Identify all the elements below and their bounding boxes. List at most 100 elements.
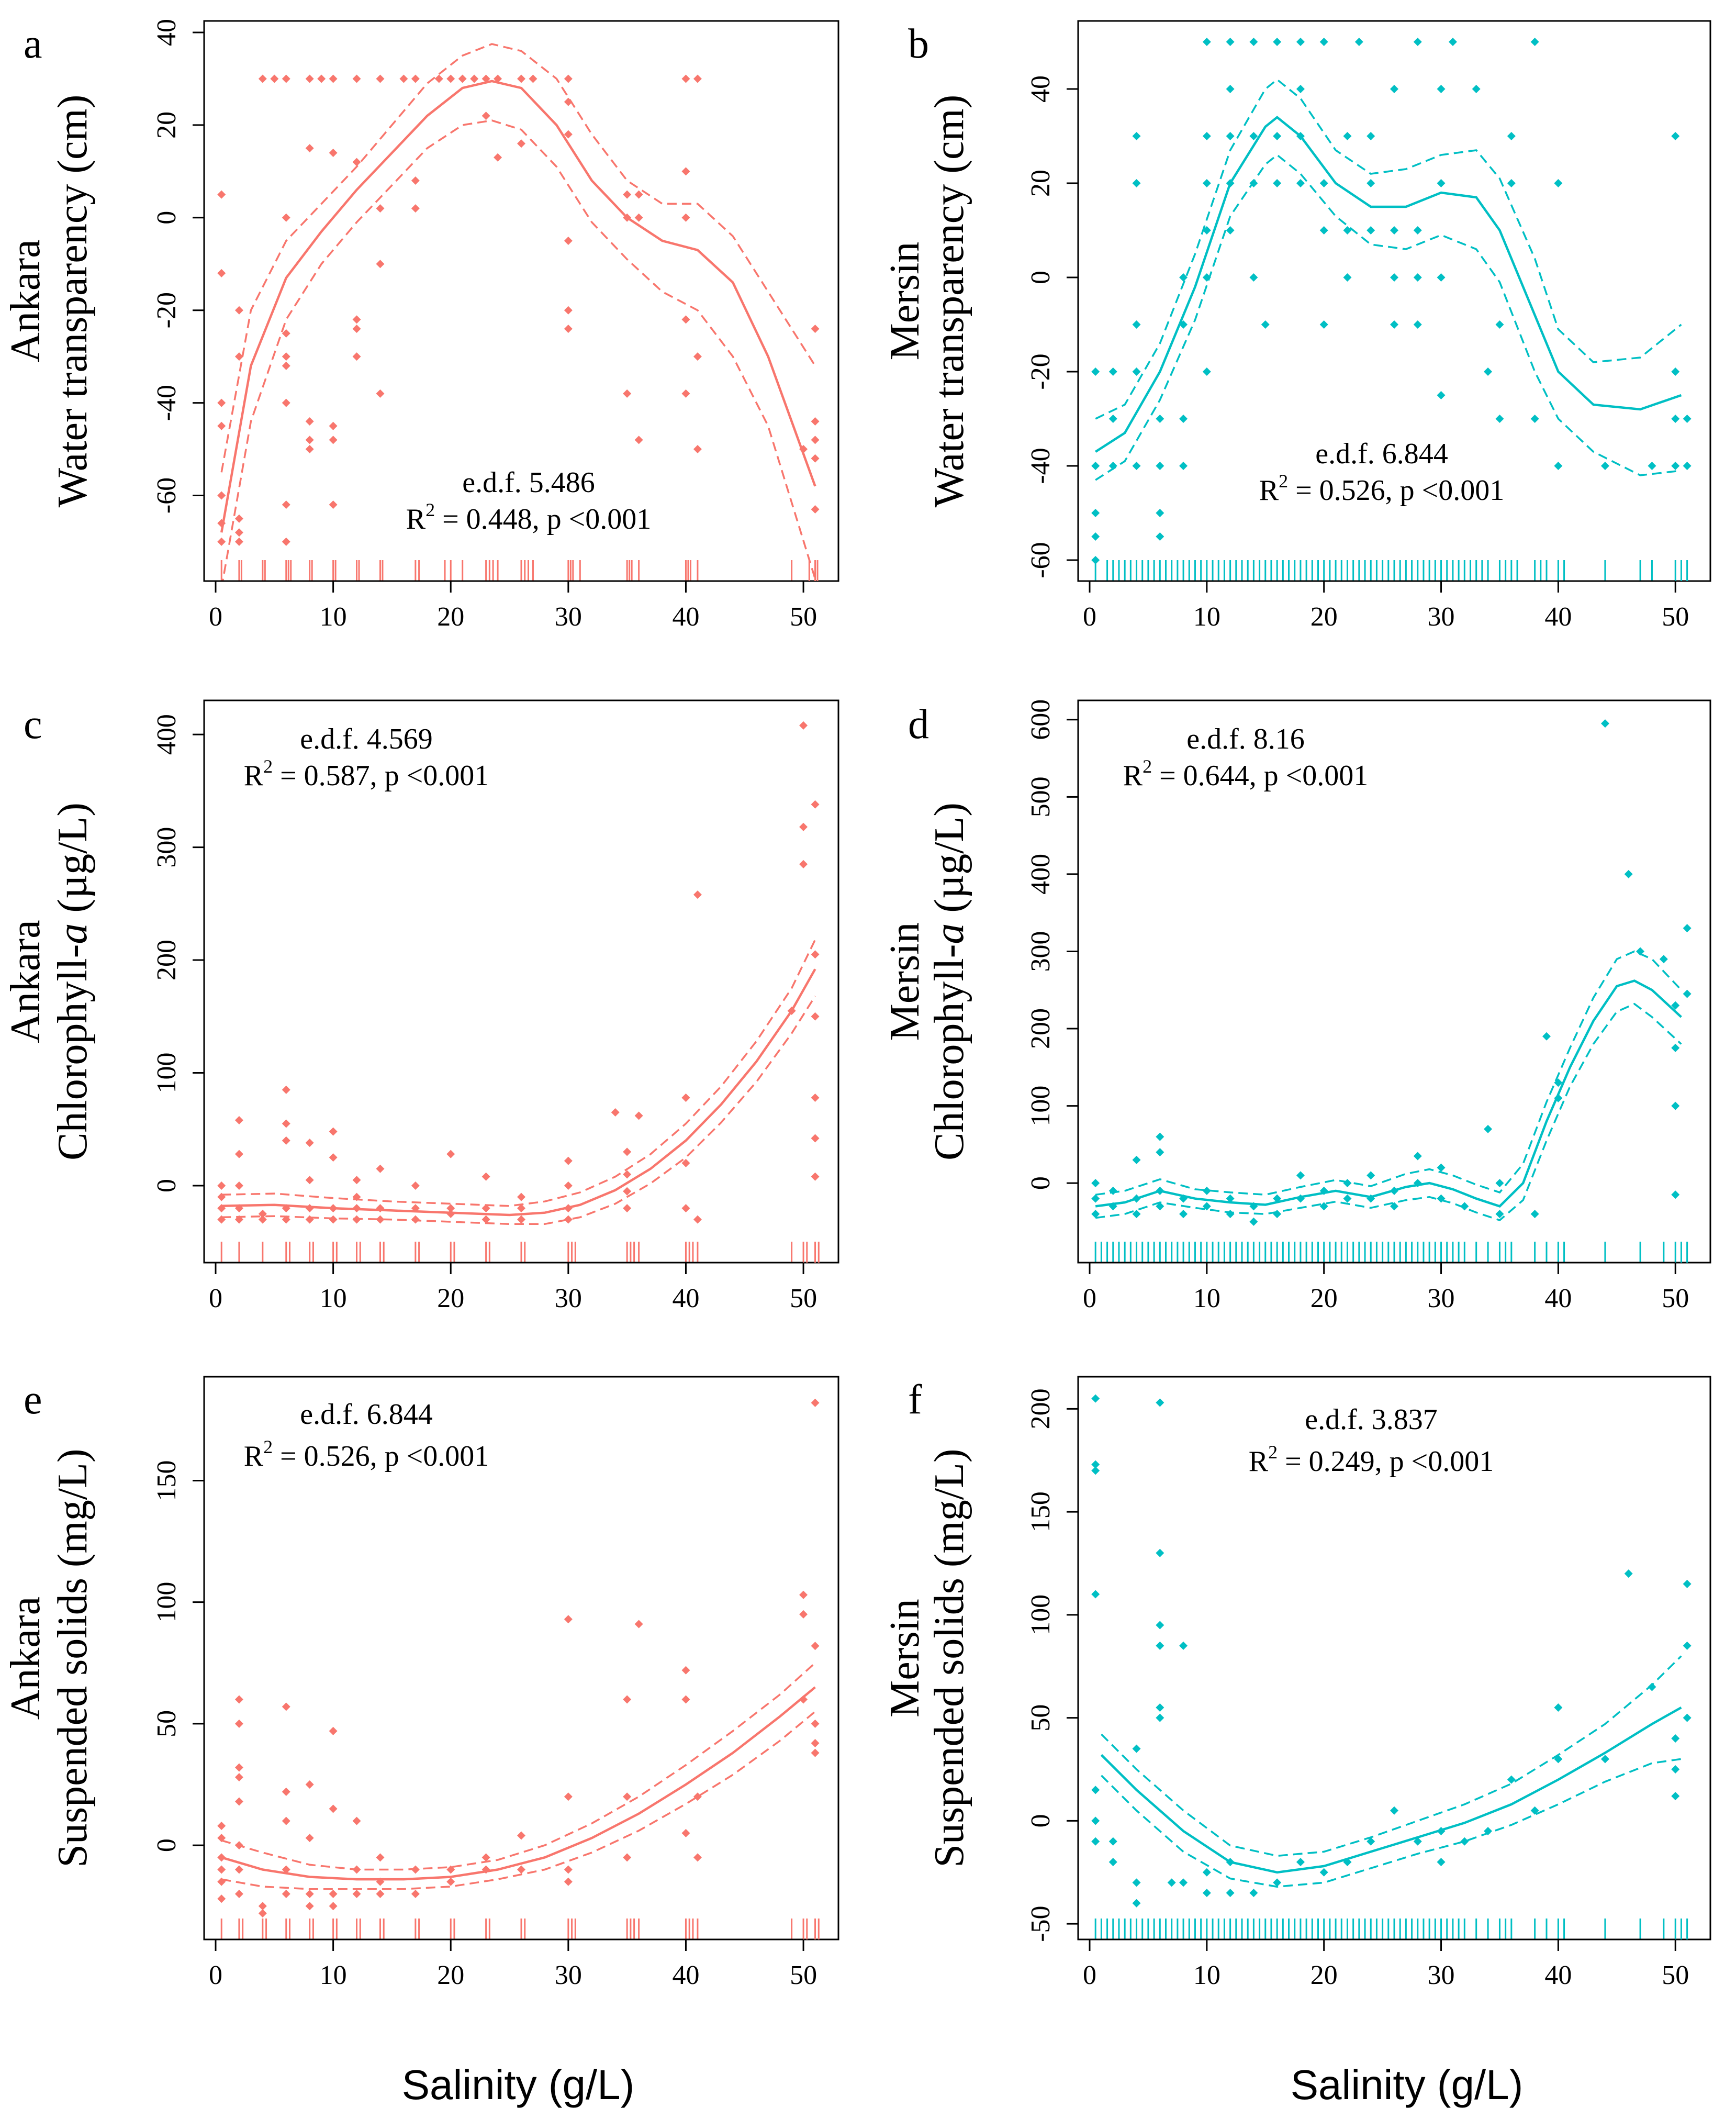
panel-letter: f: [908, 1377, 922, 1423]
data-point: [217, 1877, 226, 1886]
data-point: [1319, 1202, 1328, 1211]
data-point: [305, 445, 314, 454]
data-point: [1156, 1713, 1164, 1722]
data-point: [411, 74, 420, 83]
data-point: [352, 325, 361, 333]
data-point: [1156, 1148, 1164, 1157]
data-point: [234, 1763, 243, 1772]
data-point: [1530, 1806, 1539, 1815]
data-point: [258, 1209, 267, 1218]
data-point: [1530, 415, 1539, 423]
data-point: [1319, 179, 1328, 187]
data-point: [305, 1204, 314, 1213]
data-point: [1273, 179, 1282, 187]
fit-line: [1094, 116, 1682, 453]
data-point: [329, 436, 338, 444]
x-tick-label: 50: [1662, 1284, 1689, 1313]
y-axis-site-label: Mersin: [882, 242, 928, 361]
panel-letter: d: [908, 701, 929, 748]
y-axis-title-main: Chlorophyll-: [50, 944, 96, 1161]
data-point: [329, 1215, 338, 1224]
data-point: [1202, 38, 1211, 46]
data-point: [1091, 1460, 1100, 1469]
data-point: [1249, 132, 1258, 140]
y-tick-label: 0: [152, 1179, 182, 1192]
ci-upper-line: [1095, 950, 1682, 1196]
data-point: [411, 1889, 420, 1898]
y-tick-label: -20: [152, 292, 182, 328]
data-point: [623, 1204, 632, 1213]
data-point: [217, 1865, 226, 1874]
data-point: [376, 74, 385, 83]
data-point: [329, 1902, 338, 1911]
data-point: [1683, 924, 1692, 933]
data-point: [564, 1865, 573, 1874]
y-tick-label: 0: [152, 1838, 182, 1852]
data-point: [217, 1821, 226, 1830]
data-point: [681, 213, 690, 222]
x-tick-label: 40: [1544, 1284, 1572, 1313]
x-tick-label: 20: [1311, 602, 1338, 632]
data-point: [623, 389, 632, 398]
y-tick-label: 50: [152, 1710, 182, 1737]
data-point: [517, 1204, 525, 1213]
data-point: [234, 1865, 243, 1874]
data-point: [1091, 1194, 1100, 1203]
data-point: [282, 500, 290, 509]
data-point: [681, 74, 690, 83]
data-point: [1542, 1032, 1551, 1041]
y-tick-label: 100: [152, 1582, 182, 1623]
data-point: [1179, 1641, 1188, 1650]
data-point: [1671, 415, 1680, 423]
data-point: [446, 1204, 455, 1213]
data-point: [623, 190, 632, 199]
data-point: [1108, 1837, 1117, 1846]
data-point: [1132, 462, 1141, 470]
data-point: [1367, 132, 1375, 140]
panel-e: e 0 10 20 30 40 50 0 50 100 150 Ankara Suspended sol…: [3, 1376, 839, 1990]
data-point: [1249, 1889, 1258, 1898]
data-point: [1343, 132, 1352, 140]
y-axis-title-italic: a: [926, 923, 972, 944]
y-tick-label: 50: [1026, 1704, 1056, 1732]
data-point: [1390, 226, 1398, 235]
x-tick-label: 0: [1083, 1960, 1096, 1990]
data-point: [1648, 1682, 1656, 1691]
annotation-stats: = 0.249, p <0.001: [1278, 1445, 1494, 1478]
data-point: [1367, 179, 1375, 187]
panel-d: d0 10 20 30 40 500100200300400500600MersinChl…: [882, 699, 1711, 1313]
data-point: [811, 417, 820, 426]
data-point: [1091, 367, 1100, 376]
data-point: [681, 315, 690, 324]
x-tick-label: 0: [209, 1960, 222, 1990]
data-point: [1437, 391, 1446, 399]
data-point: [399, 74, 408, 83]
data-point: [1156, 1621, 1164, 1630]
data-point: [234, 1116, 243, 1125]
data-point: [458, 74, 467, 83]
data-point: [1296, 179, 1305, 187]
y-axis: -50 0 50 100 150 200: [1026, 1388, 1079, 1942]
data-point: [1367, 226, 1375, 235]
data-point: [693, 1215, 702, 1224]
x-tick-label: 10: [320, 1960, 347, 1990]
annotation-edf: e.d.f. 6.844: [300, 1398, 433, 1431]
data-point: [1156, 1641, 1164, 1650]
x-tick-label: 10: [320, 602, 347, 632]
x-tick-label: 30: [555, 602, 582, 632]
data-point: [811, 505, 820, 514]
data-point: [329, 1726, 338, 1735]
annotation-edf: e.d.f. 6.844: [1315, 438, 1448, 470]
data-point: [217, 1894, 226, 1903]
x-axis: 0 10 20 30 40 50: [1083, 1938, 1689, 1990]
y-axis-title-main: Water transparency (cm): [50, 95, 96, 508]
data-point: [1226, 132, 1235, 140]
annotation-edf: e.d.f. 8.16: [1186, 723, 1305, 755]
data-point: [1132, 367, 1141, 376]
data-point: [446, 74, 455, 83]
data-point: [623, 1695, 632, 1704]
data-point: [305, 436, 314, 444]
data-point: [1202, 1868, 1211, 1877]
y-axis-title-main: Suspended solids (mg/L): [926, 1449, 972, 1868]
x-tick-label: 10: [1193, 1960, 1220, 1990]
